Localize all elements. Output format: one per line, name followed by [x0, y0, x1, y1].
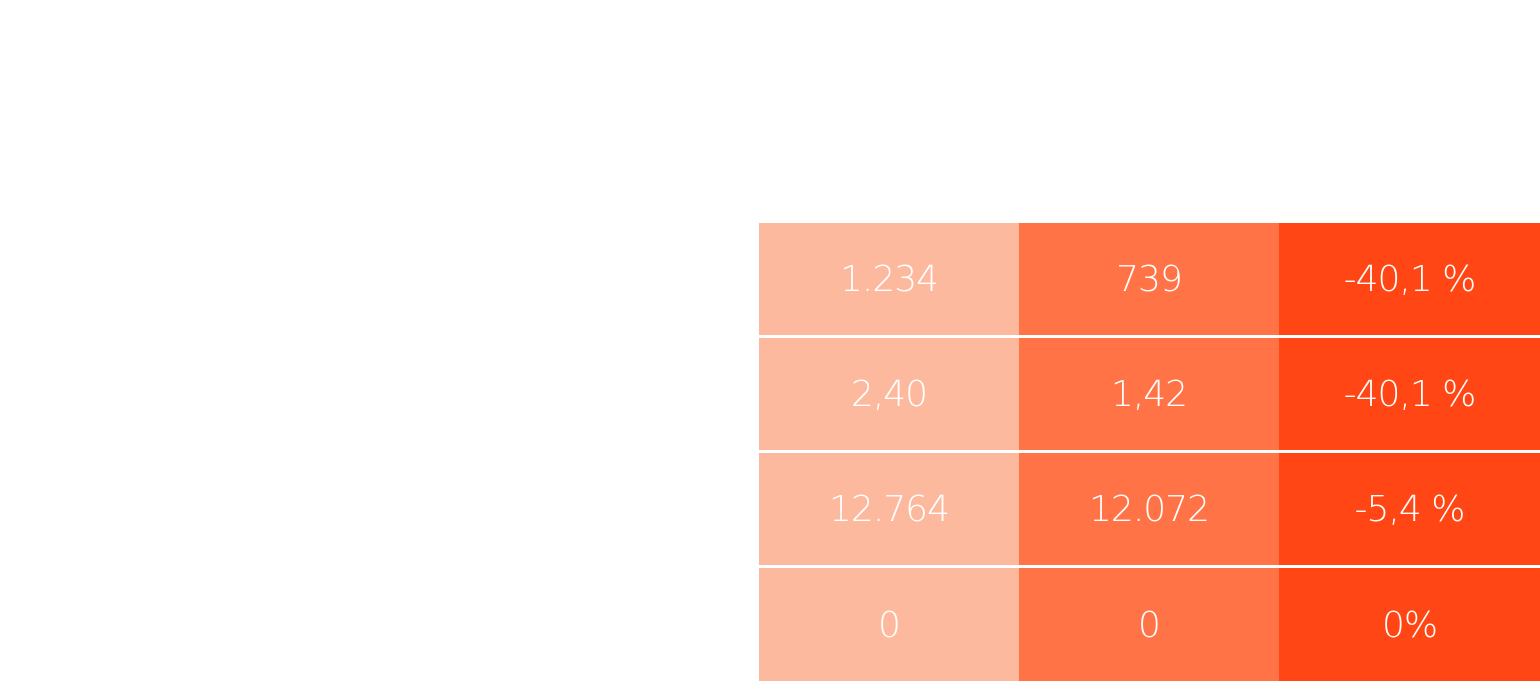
cell-previous-value: 1.234 [759, 223, 1019, 335]
cell-current-value: 1,42 [1019, 338, 1279, 450]
table-row: 2,40 1,42 -40,1 % [759, 338, 1540, 453]
cell-change-percent: -40,1 % [1279, 338, 1540, 450]
table-row: 12.764 12.072 -5,4 % [759, 453, 1540, 568]
cell-current-value: 12.072 [1019, 453, 1279, 565]
cell-change-percent: -5,4 % [1279, 453, 1540, 565]
table-row: 1.234 739 -40,1 % [759, 223, 1540, 338]
cell-change-percent: 0% [1279, 568, 1540, 681]
cell-previous-value: 2,40 [759, 338, 1019, 450]
cell-previous-value: 0 [759, 568, 1019, 681]
cell-change-percent: -40,1 % [1279, 223, 1540, 335]
table-row: 0 0 0% [759, 568, 1540, 681]
cell-current-value: 0 [1019, 568, 1279, 681]
stats-table: 1.234 739 -40,1 % 2,40 1,42 -40,1 % 12.7… [759, 223, 1540, 681]
cell-current-value: 739 [1019, 223, 1279, 335]
cell-previous-value: 12.764 [759, 453, 1019, 565]
